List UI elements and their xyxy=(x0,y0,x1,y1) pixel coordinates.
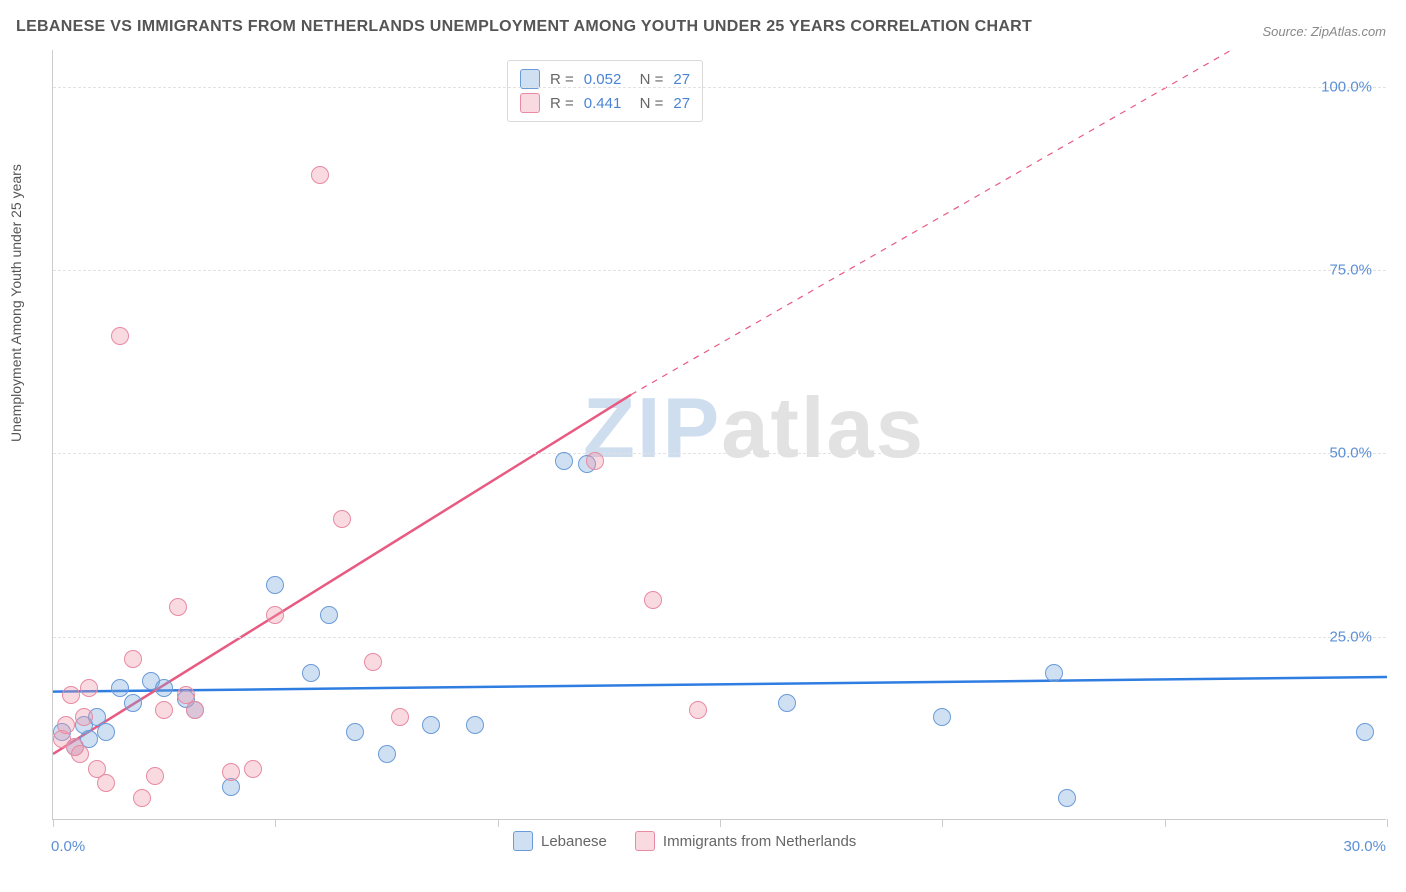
data-point-lebanese xyxy=(778,694,796,712)
corr-n-value: 27 xyxy=(673,95,690,112)
data-point-netherlands xyxy=(75,708,93,726)
x-tick xyxy=(942,819,943,827)
y-tick-label: 50.0% xyxy=(1329,445,1372,462)
data-point-netherlands xyxy=(244,760,262,778)
corr-legend-row-netherlands: R = 0.441 N = 27 xyxy=(520,91,690,115)
x-tick xyxy=(275,819,276,827)
data-point-netherlands xyxy=(364,653,382,671)
data-point-lebanese xyxy=(320,606,338,624)
legend-label-netherlands: Immigrants from Netherlands xyxy=(663,833,856,850)
legend-swatch-netherlands xyxy=(635,831,655,851)
data-point-netherlands xyxy=(133,789,151,807)
correlation-legend: R = 0.052 N = 27 R = 0.441 N = 27 xyxy=(507,60,703,122)
data-point-netherlands xyxy=(586,452,604,470)
corr-r-value: 0.441 xyxy=(584,95,622,112)
data-point-lebanese xyxy=(378,745,396,763)
source-label: Source: ZipAtlas.com xyxy=(1262,24,1386,39)
data-point-lebanese xyxy=(266,576,284,594)
data-point-lebanese xyxy=(1356,723,1374,741)
gridline-h xyxy=(53,453,1386,454)
watermark-atlas: atlas xyxy=(721,381,925,476)
data-point-lebanese xyxy=(346,723,364,741)
gridline-h xyxy=(53,270,1386,271)
data-point-netherlands xyxy=(146,767,164,785)
data-point-lebanese xyxy=(1045,664,1063,682)
plot-area: ZIPatlas R =0.052 N =27R =0.441 N =27 Le… xyxy=(52,50,1386,820)
x-tick xyxy=(720,819,721,827)
data-point-netherlands xyxy=(124,650,142,668)
series-legend: Lebanese Immigrants from Netherlands xyxy=(513,831,856,851)
data-point-netherlands xyxy=(80,679,98,697)
y-tick-label: 75.0% xyxy=(1329,262,1372,279)
legend-item-lebanese: Lebanese xyxy=(513,831,607,851)
data-point-netherlands xyxy=(689,701,707,719)
corr-r-label: R = xyxy=(550,95,574,112)
data-point-netherlands xyxy=(186,701,204,719)
x-tick xyxy=(1165,819,1166,827)
x-tick xyxy=(1387,819,1388,827)
legend-label-lebanese: Lebanese xyxy=(541,833,607,850)
gridline-h xyxy=(53,87,1386,88)
legend-swatch-lebanese xyxy=(513,831,533,851)
corr-swatch-netherlands xyxy=(520,93,540,113)
legend-item-netherlands: Immigrants from Netherlands xyxy=(635,831,856,851)
data-point-lebanese xyxy=(124,694,142,712)
corr-r-value: 0.052 xyxy=(584,71,622,88)
data-point-netherlands xyxy=(311,166,329,184)
y-axis-label: Unemployment Among Youth under 25 years xyxy=(8,164,24,442)
gridline-h xyxy=(53,637,1386,638)
data-point-lebanese xyxy=(933,708,951,726)
chart-container: LEBANESE VS IMMIGRANTS FROM NETHERLANDS … xyxy=(0,0,1406,892)
data-point-netherlands xyxy=(57,716,75,734)
data-point-lebanese xyxy=(302,664,320,682)
x-tick xyxy=(498,819,499,827)
y-tick-label: 100.0% xyxy=(1321,78,1372,95)
trend-lines xyxy=(53,50,1387,820)
data-point-netherlands xyxy=(222,763,240,781)
data-point-netherlands xyxy=(111,327,129,345)
data-point-netherlands xyxy=(644,591,662,609)
data-point-lebanese xyxy=(111,679,129,697)
data-point-netherlands xyxy=(71,745,89,763)
data-point-netherlands xyxy=(62,686,80,704)
y-tick-label: 25.0% xyxy=(1329,628,1372,645)
corr-r-label: R = xyxy=(550,71,574,88)
data-point-lebanese xyxy=(422,716,440,734)
data-point-lebanese xyxy=(97,723,115,741)
data-point-lebanese xyxy=(1058,789,1076,807)
x-tick-label-last: 30.0% xyxy=(1343,838,1386,855)
data-point-netherlands xyxy=(169,598,187,616)
corr-n-value: 27 xyxy=(673,71,690,88)
chart-title: LEBANESE VS IMMIGRANTS FROM NETHERLANDS … xyxy=(16,18,1032,36)
watermark: ZIPatlas xyxy=(583,380,925,478)
data-point-lebanese xyxy=(555,452,573,470)
data-point-netherlands xyxy=(97,774,115,792)
data-point-netherlands xyxy=(333,510,351,528)
data-point-lebanese xyxy=(466,716,484,734)
data-point-netherlands xyxy=(266,606,284,624)
data-point-lebanese xyxy=(155,679,173,697)
x-tick-label-first: 0.0% xyxy=(51,838,85,855)
corr-n-label: N = xyxy=(631,71,663,88)
data-point-netherlands xyxy=(155,701,173,719)
corr-n-label: N = xyxy=(631,95,663,112)
x-tick xyxy=(53,819,54,827)
data-point-netherlands xyxy=(391,708,409,726)
